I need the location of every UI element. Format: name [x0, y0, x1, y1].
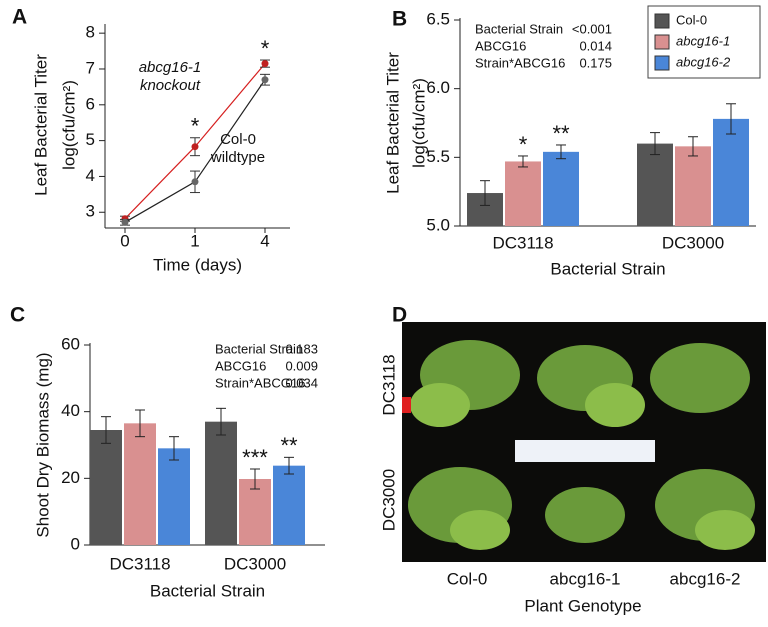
y-axis-label: Shoot Dry Biomass (mg) [33, 352, 52, 537]
stat-value: 0.175 [579, 55, 612, 70]
legend-swatch [654, 55, 670, 71]
stat-value: 0.034 [285, 375, 318, 390]
x-tick-label: DC3000 [662, 233, 724, 252]
significance: * [519, 132, 528, 157]
y-tick-label: 5.5 [426, 147, 450, 166]
bar [505, 161, 541, 226]
series-name: abcg16-1 [139, 59, 202, 76]
bar [90, 430, 122, 545]
point [191, 178, 199, 186]
stat-name: Strain*ABCG16 [475, 55, 565, 70]
x-tick-label: DC3118 [492, 233, 553, 252]
bar [713, 118, 749, 226]
significance: *** [242, 445, 268, 470]
legend-label: abcg16-2 [676, 54, 731, 69]
bar [205, 421, 237, 545]
stat-value: 0.183 [285, 341, 318, 356]
tag [402, 397, 411, 413]
legend-swatch [654, 13, 670, 29]
y-axis-label: Leaf Bacterial Titer [31, 54, 50, 196]
point [121, 218, 129, 226]
x-tick-label: DC3000 [224, 554, 286, 573]
y-axis-label: Leaf Bacterial Titer [383, 52, 402, 194]
bar [124, 423, 156, 545]
y-tick-label: 5 [86, 130, 95, 149]
panel-letter: B [392, 8, 407, 31]
column-label: Col-0 [447, 569, 488, 588]
y-tick-label: 6.5 [426, 9, 450, 28]
column-label: abcg16-2 [670, 569, 741, 588]
y-tick-label: 0 [71, 534, 80, 553]
y-axis-label: log(cfu/cm²) [409, 78, 428, 168]
panel-letter: A [12, 6, 27, 29]
stat-value: 0.009 [285, 358, 318, 373]
significance: * [191, 114, 200, 139]
stat-value: <0.001 [572, 21, 612, 36]
x-tick-label: 0 [120, 231, 129, 250]
photo-x-label: Plant Genotype [524, 596, 641, 615]
significance: * [261, 36, 270, 61]
y-tick-label: 8 [86, 23, 95, 42]
y-tick-label: 4 [86, 166, 95, 185]
stat-name: Bacterial Strain [475, 21, 563, 36]
y-tick-label: 40 [61, 401, 80, 420]
series-name: Col-0 [220, 131, 256, 148]
y-tick-label: 3 [86, 202, 95, 221]
x-tick-label: 1 [190, 231, 199, 250]
x-tick-label: 4 [260, 231, 269, 250]
ruler-label [515, 440, 655, 462]
point [191, 143, 199, 151]
bar [158, 448, 190, 545]
bar [273, 465, 305, 545]
bar [675, 146, 711, 226]
y-tick-label: 7 [86, 58, 95, 77]
series-note: knockout [140, 77, 201, 94]
row-label: DC3118 [379, 354, 398, 415]
y-tick-label: 6.0 [426, 78, 450, 97]
x-axis-label: Bacterial Strain [150, 581, 265, 600]
y-tick-label: 20 [61, 468, 80, 487]
panel-letter: C [10, 304, 25, 327]
legend-label: abcg16-1 [676, 33, 730, 48]
photo [402, 322, 766, 562]
stat-name: ABCG16 [475, 38, 526, 53]
point [261, 60, 269, 68]
y-axis-label: log(cfu/cm²) [59, 80, 78, 170]
x-axis-label: Bacterial Strain [550, 259, 665, 278]
bar [543, 151, 579, 226]
bar [239, 479, 271, 545]
y-tick-label: 6 [86, 94, 95, 113]
panel-letter: D [392, 304, 407, 327]
series-note: wildtype [210, 149, 265, 166]
legend-swatch [654, 34, 670, 50]
bar [637, 143, 673, 226]
legend-label: Col-0 [676, 12, 707, 27]
stat-name: ABCG16 [215, 358, 266, 373]
x-axis-label: Time (days) [153, 255, 242, 274]
significance: ** [552, 121, 570, 146]
x-tick-label: DC3118 [109, 554, 170, 573]
row-label: DC3000 [379, 469, 398, 531]
y-tick-label: 5.0 [426, 215, 450, 234]
stat-name: Bacterial Strain [215, 341, 303, 356]
plants [408, 340, 755, 550]
significance: ** [280, 433, 298, 458]
column-label: abcg16-1 [550, 569, 621, 588]
point [261, 76, 269, 84]
y-tick-label: 60 [61, 334, 80, 353]
stat-value: 0.014 [579, 38, 612, 53]
stat-name: Strain*ABCG16 [215, 375, 305, 390]
